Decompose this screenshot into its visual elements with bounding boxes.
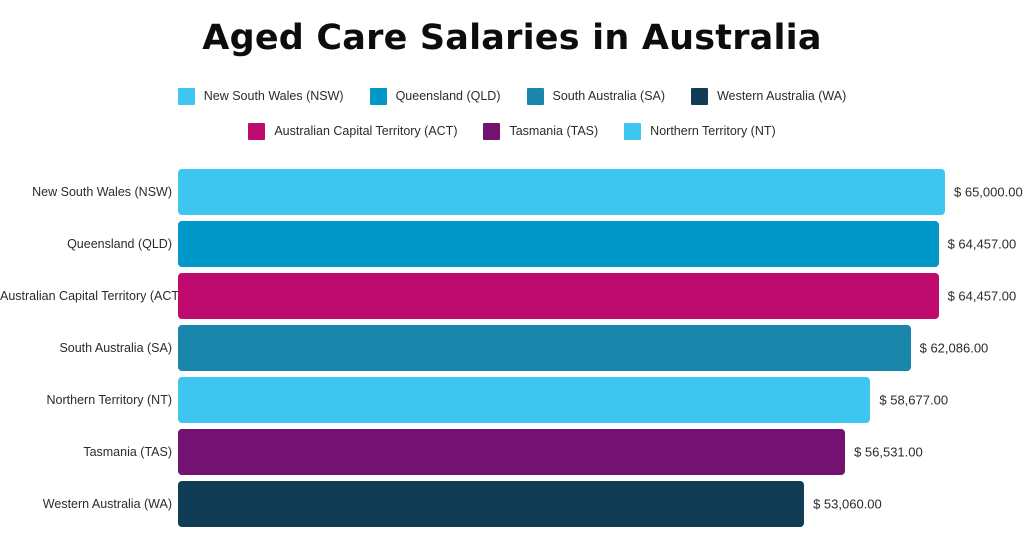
legend-item-label: Western Australia (WA) (717, 88, 847, 103)
plot-area: New South Wales (NSW) $ 65,000.00 Queensla… (0, 162, 1024, 535)
bar[interactable] (178, 377, 871, 423)
legend-item[interactable]: New South Wales (NSW) (177, 87, 344, 105)
bar[interactable] (178, 221, 939, 267)
legend-row: New South Wales (NSW) Queensland (QLD) Sou… (0, 84, 1024, 108)
legend-row: Australian Capital Territory (ACT) Tasman… (0, 119, 1024, 143)
legend-item[interactable]: Tasmania (TAS) (483, 122, 599, 140)
bar[interactable] (178, 325, 911, 371)
legend-item[interactable]: South Australia (SA) (526, 87, 666, 105)
bar-value-label: $ 62,086.00 (919, 340, 989, 356)
category-axis-label: Australian Capital Territory (ACT) (0, 289, 184, 303)
bar[interactable] (178, 481, 805, 527)
legend-item-label: Tasmania (TAS) (509, 123, 599, 138)
legend-item-label: Northern Territory (NT) (650, 123, 776, 138)
chart-title: Aged Care Salaries in Australia (202, 18, 822, 58)
legend-swatch-icon (483, 122, 501, 140)
category-axis-label: New South Wales (NSW) (32, 185, 172, 199)
bar-value-label: $ 58,677.00 (879, 392, 949, 408)
legend-swatch-icon (526, 87, 544, 105)
bar[interactable] (178, 169, 945, 215)
bar-value-label: $ 64,457.00 (947, 236, 1017, 252)
bar-value-label: $ 65,000.00 (954, 184, 1023, 200)
bar-row: South Australia (SA) $ 62,086.00 (0, 322, 1024, 374)
legend-item[interactable]: Northern Territory (NT) (624, 122, 776, 140)
legend-swatch-icon (691, 87, 709, 105)
legend-swatch-icon (369, 87, 387, 105)
legend-swatch-icon (177, 87, 195, 105)
legend-item[interactable]: Western Australia (WA) (691, 87, 847, 105)
bar-row: Western Australia (WA) $ 53,060.00 (0, 478, 1024, 530)
bar-row: Australian Capital Territory (ACT) $ 64,4… (0, 270, 1024, 322)
legend-item[interactable]: Australian Capital Territory (ACT) (248, 122, 458, 140)
legend-item-label: Australian Capital Territory (ACT) (274, 123, 458, 138)
bar-row: New South Wales (NSW) $ 65,000.00 (0, 166, 1024, 218)
legend-item[interactable]: Queensland (QLD) (369, 87, 501, 105)
bar-row: Tasmania (TAS) $ 56,531.00 (0, 426, 1024, 478)
category-axis-label: Northern Territory (NT) (46, 393, 172, 407)
category-axis-label: Western Australia (WA) (42, 497, 172, 511)
bar-row: Northern Territory (NT) $ 58,677.00 (0, 374, 1024, 426)
category-axis-label: South Australia (SA) (59, 341, 172, 355)
bar-row: Queensland (QLD) $ 64,457.00 (0, 218, 1024, 270)
category-axis-label: Queensland (QLD) (67, 237, 172, 251)
legend-swatch-icon (248, 122, 266, 140)
bar[interactable] (178, 273, 939, 319)
legend-swatch-icon (624, 122, 642, 140)
bar-value-label: $ 53,060.00 (813, 496, 882, 512)
category-axis-label: Tasmania (TAS) (83, 445, 172, 459)
bar-value-label: $ 56,531.00 (854, 444, 923, 460)
bar[interactable] (178, 429, 846, 475)
bar-value-label: $ 64,457.00 (947, 288, 1017, 304)
legend-item-label: New South Wales (NSW) (203, 88, 344, 103)
chart-legend: New South Wales (NSW) Queensland (QLD) Sou… (0, 84, 1024, 154)
legend-item-label: South Australia (SA) (552, 88, 666, 103)
legend-item-label: Queensland (QLD) (395, 88, 501, 103)
